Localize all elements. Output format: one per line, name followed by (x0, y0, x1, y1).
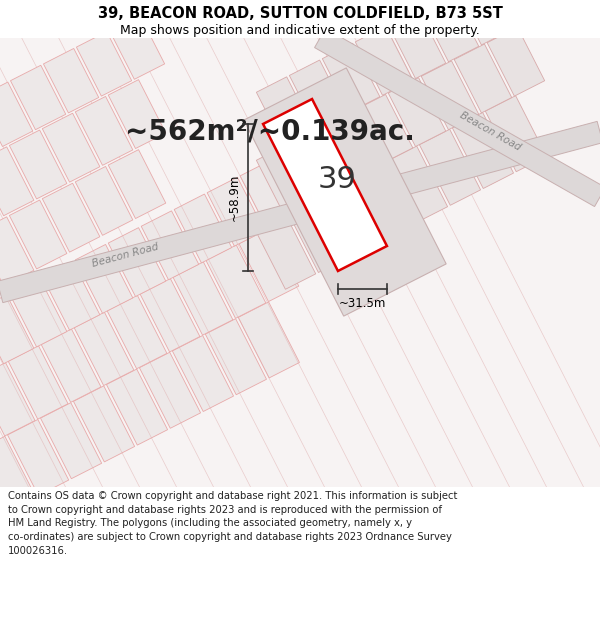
Polygon shape (0, 362, 35, 436)
Polygon shape (73, 386, 134, 462)
Polygon shape (108, 228, 166, 296)
Polygon shape (10, 278, 67, 347)
Polygon shape (76, 32, 131, 96)
Polygon shape (108, 79, 166, 149)
Text: ~31.5m: ~31.5m (339, 297, 386, 310)
Polygon shape (419, 129, 481, 205)
Polygon shape (141, 211, 199, 280)
Polygon shape (109, 15, 164, 79)
Polygon shape (452, 112, 514, 189)
Polygon shape (43, 183, 100, 252)
Polygon shape (238, 302, 299, 378)
Polygon shape (254, 213, 316, 289)
Polygon shape (355, 94, 413, 163)
Polygon shape (43, 113, 100, 182)
Text: 39: 39 (317, 166, 356, 194)
Polygon shape (386, 146, 448, 222)
Polygon shape (322, 111, 380, 180)
Polygon shape (239, 228, 299, 302)
Polygon shape (75, 244, 133, 313)
Polygon shape (174, 194, 232, 263)
Text: Map shows position and indicative extent of the property.: Map shows position and indicative extent… (120, 24, 480, 36)
Polygon shape (106, 369, 167, 445)
Polygon shape (140, 279, 200, 352)
Polygon shape (10, 65, 66, 130)
Polygon shape (8, 346, 68, 419)
Polygon shape (8, 419, 68, 496)
Polygon shape (107, 296, 167, 369)
Polygon shape (454, 0, 512, 45)
Polygon shape (139, 352, 200, 428)
Text: Beacon Road: Beacon Road (458, 110, 522, 152)
Polygon shape (485, 96, 547, 172)
Polygon shape (355, 26, 413, 96)
Polygon shape (454, 44, 512, 113)
Polygon shape (41, 329, 101, 402)
Polygon shape (0, 436, 36, 512)
Polygon shape (0, 121, 600, 302)
Polygon shape (0, 82, 33, 146)
Polygon shape (289, 60, 347, 129)
Polygon shape (240, 161, 298, 229)
Polygon shape (353, 163, 415, 239)
Polygon shape (43, 261, 100, 330)
Polygon shape (205, 319, 266, 395)
Polygon shape (244, 68, 446, 316)
Polygon shape (206, 245, 266, 318)
Polygon shape (289, 128, 347, 197)
Text: 39, BEACON ROAD, SUTTON COLDFIELD, B73 5ST: 39, BEACON ROAD, SUTTON COLDFIELD, B73 5… (98, 6, 502, 21)
Polygon shape (0, 295, 34, 364)
Polygon shape (388, 78, 446, 146)
Polygon shape (0, 147, 34, 216)
Polygon shape (10, 200, 67, 269)
Text: ~562m²/~0.139ac.: ~562m²/~0.139ac. (125, 118, 415, 146)
Polygon shape (74, 312, 134, 386)
Polygon shape (314, 28, 600, 207)
Polygon shape (263, 99, 387, 271)
Polygon shape (10, 130, 67, 199)
Polygon shape (207, 177, 265, 246)
Polygon shape (388, 9, 446, 79)
Polygon shape (75, 96, 133, 166)
Polygon shape (487, 0, 545, 28)
Polygon shape (173, 262, 233, 335)
Text: Beacon Road: Beacon Road (91, 242, 160, 269)
Polygon shape (256, 145, 314, 214)
Polygon shape (108, 149, 166, 219)
Polygon shape (322, 43, 380, 112)
Polygon shape (421, 61, 479, 130)
Polygon shape (40, 402, 101, 479)
Polygon shape (320, 179, 382, 256)
Polygon shape (75, 166, 133, 236)
Polygon shape (0, 217, 34, 286)
Text: ~58.9m: ~58.9m (228, 174, 241, 221)
Polygon shape (287, 196, 349, 272)
Text: Contains OS data © Crown copyright and database right 2021. This information is : Contains OS data © Crown copyright and d… (8, 491, 457, 556)
Polygon shape (421, 0, 479, 62)
Polygon shape (487, 28, 545, 96)
Polygon shape (43, 49, 99, 113)
Polygon shape (172, 336, 233, 411)
Polygon shape (256, 77, 314, 146)
